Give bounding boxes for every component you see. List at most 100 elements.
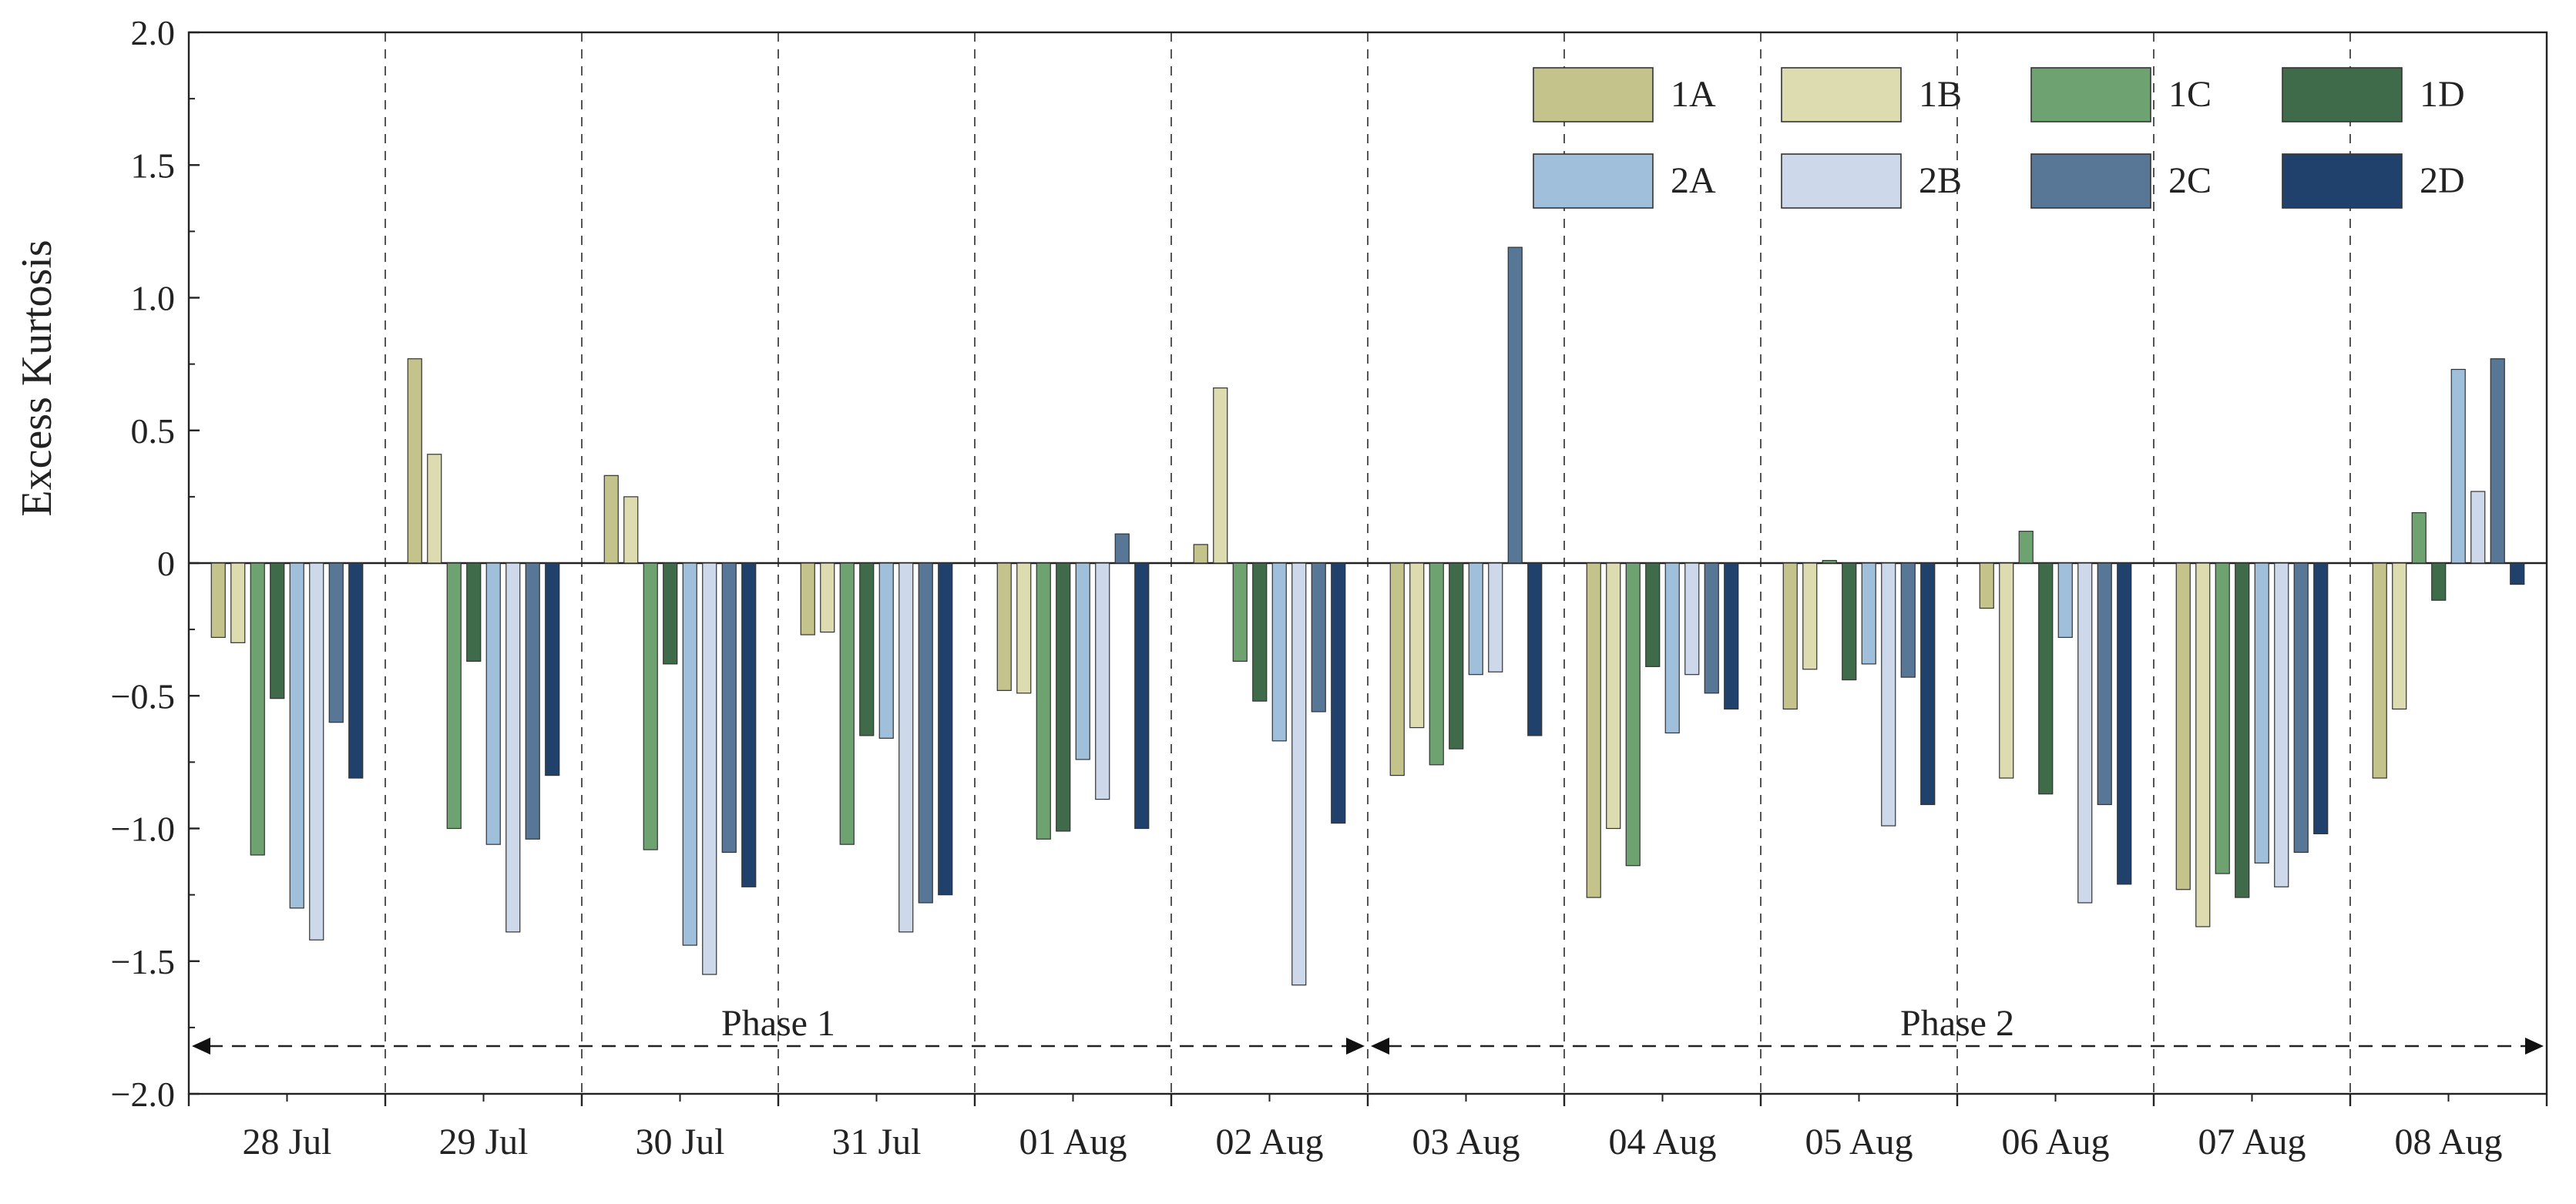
phase-annotations: Phase 1 Phase 2 <box>192 1003 2544 1055</box>
bar-2A-07-Aug <box>2254 562 2269 864</box>
legend-label-1A: 1A <box>1671 74 1716 115</box>
bar-2D-05-Aug <box>1920 562 1936 806</box>
bar-2B-08-Aug <box>2470 491 2486 564</box>
bar-2B-31-Jul <box>898 562 914 933</box>
bar-1D-31-Jul <box>859 562 875 736</box>
bar-2A-03-Aug <box>1468 562 1483 676</box>
bar-1D-08-Aug <box>2431 562 2447 601</box>
bar-1D-04-Aug <box>1645 562 1661 667</box>
y-axis-label: Excess Kurtosis <box>13 240 61 516</box>
bar-1B-05-Aug <box>1802 562 1818 670</box>
phase-1-label: Phase 1 <box>721 1003 835 1044</box>
legend-swatch-2B <box>1781 153 1902 209</box>
bar-1D-02-Aug <box>1252 562 1268 702</box>
bar-1C-29-Jul <box>446 562 462 830</box>
legend-swatch-1B <box>1781 67 1902 122</box>
bar-1C-02-Aug <box>1232 562 1248 662</box>
bar-2A-31-Jul <box>878 562 894 739</box>
bar-2B-01-Aug <box>1095 562 1110 800</box>
bar-2C-06-Aug <box>2097 562 2112 806</box>
bar-2B-28-Jul <box>309 562 324 941</box>
bar-1C-01-Aug <box>1036 562 1051 840</box>
bar-1B-28-Jul <box>230 562 246 643</box>
bar-1A-30-Jul <box>603 475 619 564</box>
bar-2D-28-Jul <box>348 562 364 779</box>
x-tick-label: 07 Aug <box>2198 1122 2306 1162</box>
x-axis: 28 Jul 29 Jul 30 Jul 31 Jul 01 Aug 02 Aug 03 A… <box>187 1094 2548 1162</box>
bar-2D-31-Jul <box>938 562 953 896</box>
bar-1D-30-Jul <box>663 562 678 665</box>
bar-2B-05-Aug <box>1881 562 1896 827</box>
y-tick-label: −0.5 <box>111 676 175 716</box>
x-tick-label: 03 Aug <box>1412 1122 1520 1162</box>
bar-1C-03-Aug <box>1429 562 1444 766</box>
x-tick-label: 31 Jul <box>831 1122 921 1162</box>
bar-1C-30-Jul <box>643 562 658 850</box>
bar-2A-04-Aug <box>1664 562 1680 734</box>
legend-label-2B: 2B <box>1919 160 1962 201</box>
legend-swatch-2D <box>2282 153 2403 209</box>
y-tick-label: −2.0 <box>111 1075 175 1114</box>
phase-arrow-head-right <box>1346 1037 1365 1055</box>
bar-1A-04-Aug <box>1586 562 1601 898</box>
bar-1A-01-Aug <box>996 562 1012 691</box>
bar-2B-30-Jul <box>702 562 717 975</box>
bar-2B-04-Aug <box>1684 562 1700 676</box>
bar-2C-29-Jul <box>525 562 540 840</box>
x-tick-label: 08 Aug <box>2394 1122 2502 1162</box>
bar-1C-05-Aug <box>1822 559 1837 564</box>
legend-swatch-1C <box>2030 67 2151 122</box>
bar-1A-31-Jul <box>800 562 815 636</box>
bar-2C-30-Jul <box>721 562 737 854</box>
y-tick-label: 1.0 <box>131 279 176 318</box>
bar-2A-28-Jul <box>289 562 304 909</box>
bars <box>210 247 2525 986</box>
legend-label-2C: 2C <box>2168 160 2212 201</box>
bar-2D-06-Aug <box>2117 562 2132 885</box>
bar-2C-01-Aug <box>1114 533 1130 564</box>
bar-1A-07-Aug <box>2175 562 2191 890</box>
bar-1B-03-Aug <box>1409 562 1425 729</box>
legend-label-1D: 1D <box>2420 74 2465 115</box>
y-tick-label: 0 <box>157 544 175 583</box>
bar-2A-05-Aug <box>1861 562 1876 665</box>
legend-swatch-1A <box>1533 67 1654 122</box>
x-tick-label: 04 Aug <box>1608 1122 1716 1162</box>
bar-1B-06-Aug <box>1999 562 2014 779</box>
bar-1C-06-Aug <box>2018 531 2034 564</box>
bar-1B-08-Aug <box>2392 562 2407 710</box>
bar-1A-03-Aug <box>1389 562 1405 776</box>
bar-2A-30-Jul <box>682 562 697 946</box>
y-tick-label: −1.0 <box>111 810 175 849</box>
bar-2B-02-Aug <box>1291 562 1307 986</box>
phase-arrow-head-left <box>1371 1037 1389 1055</box>
legend: 1A 1B 1C 1D 2A 2B 2C 2D <box>1533 67 2465 209</box>
bar-2C-04-Aug <box>1704 562 1719 694</box>
bar-2B-06-Aug <box>2077 562 2093 904</box>
x-tick-label: 01 Aug <box>1019 1122 1127 1162</box>
bar-1C-04-Aug <box>1625 562 1641 867</box>
bar-1B-04-Aug <box>1606 562 1621 830</box>
bar-2B-03-Aug <box>1488 562 1503 672</box>
bar-2C-03-Aug <box>1507 247 1523 564</box>
legend-swatch-2C <box>2030 153 2151 209</box>
bar-1C-08-Aug <box>2411 511 2427 564</box>
bar-1B-30-Jul <box>623 496 639 564</box>
bar-2C-28-Jul <box>328 562 344 723</box>
bar-2D-04-Aug <box>1724 562 1739 710</box>
legend-label-1B: 1B <box>1919 74 1962 115</box>
x-tick-label: 02 Aug <box>1215 1122 1323 1162</box>
phase-arrow-head-right <box>2525 1037 2544 1055</box>
y-tick-label: 1.5 <box>131 146 176 185</box>
bar-1B-31-Jul <box>820 562 835 633</box>
bar-2A-29-Jul <box>485 562 501 845</box>
bar-2C-08-Aug <box>2490 358 2505 564</box>
x-tick-label: 06 Aug <box>2001 1122 2109 1162</box>
bar-2D-03-Aug <box>1527 562 1543 736</box>
bar-1D-03-Aug <box>1449 562 1464 750</box>
bar-1A-28-Jul <box>210 562 226 639</box>
bar-1D-01-Aug <box>1056 562 1071 832</box>
bar-2B-29-Jul <box>505 562 521 933</box>
bar-2D-29-Jul <box>545 562 560 776</box>
